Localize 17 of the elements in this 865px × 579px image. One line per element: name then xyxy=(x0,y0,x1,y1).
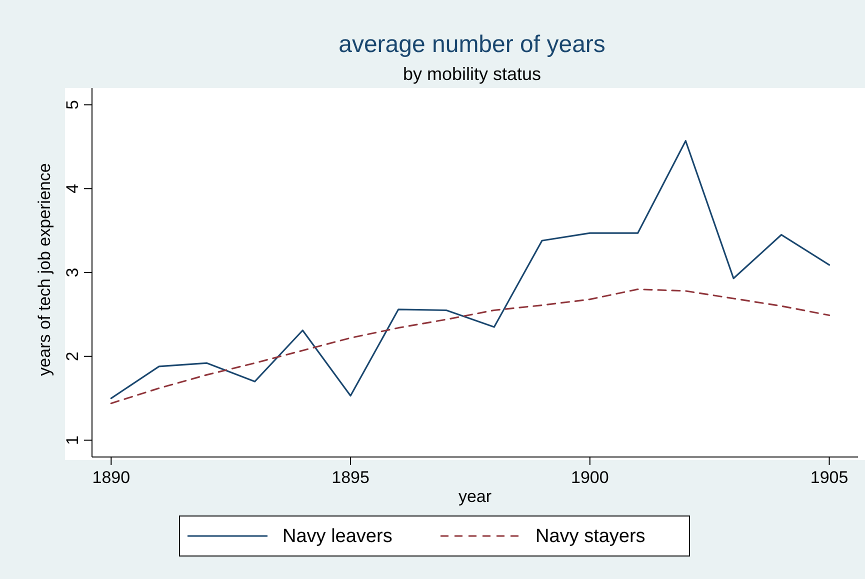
y-tick-label: 3 xyxy=(63,268,82,278)
chart-title: average number of years xyxy=(338,31,606,58)
y-tick-label: 5 xyxy=(63,100,82,110)
line-series xyxy=(110,288,830,404)
x-tick-label: 1900 xyxy=(570,468,609,487)
y-tick-label: 1 xyxy=(63,435,82,445)
y-tick-label: 2 xyxy=(63,352,82,362)
x-axis-title: year xyxy=(458,487,492,506)
x-tick-label: 1905 xyxy=(810,468,848,487)
line-series xyxy=(110,140,830,400)
chart-subtitle: by mobility status xyxy=(402,64,542,84)
x-tick-label: 1895 xyxy=(332,468,370,487)
y-tick-label: 4 xyxy=(63,184,82,194)
x-tick-label: 1890 xyxy=(92,468,130,487)
y-axis-title: years of tech job experience xyxy=(35,163,54,376)
legend-label: Navy stayers xyxy=(536,526,646,547)
legend-label: Navy leavers xyxy=(282,526,392,547)
